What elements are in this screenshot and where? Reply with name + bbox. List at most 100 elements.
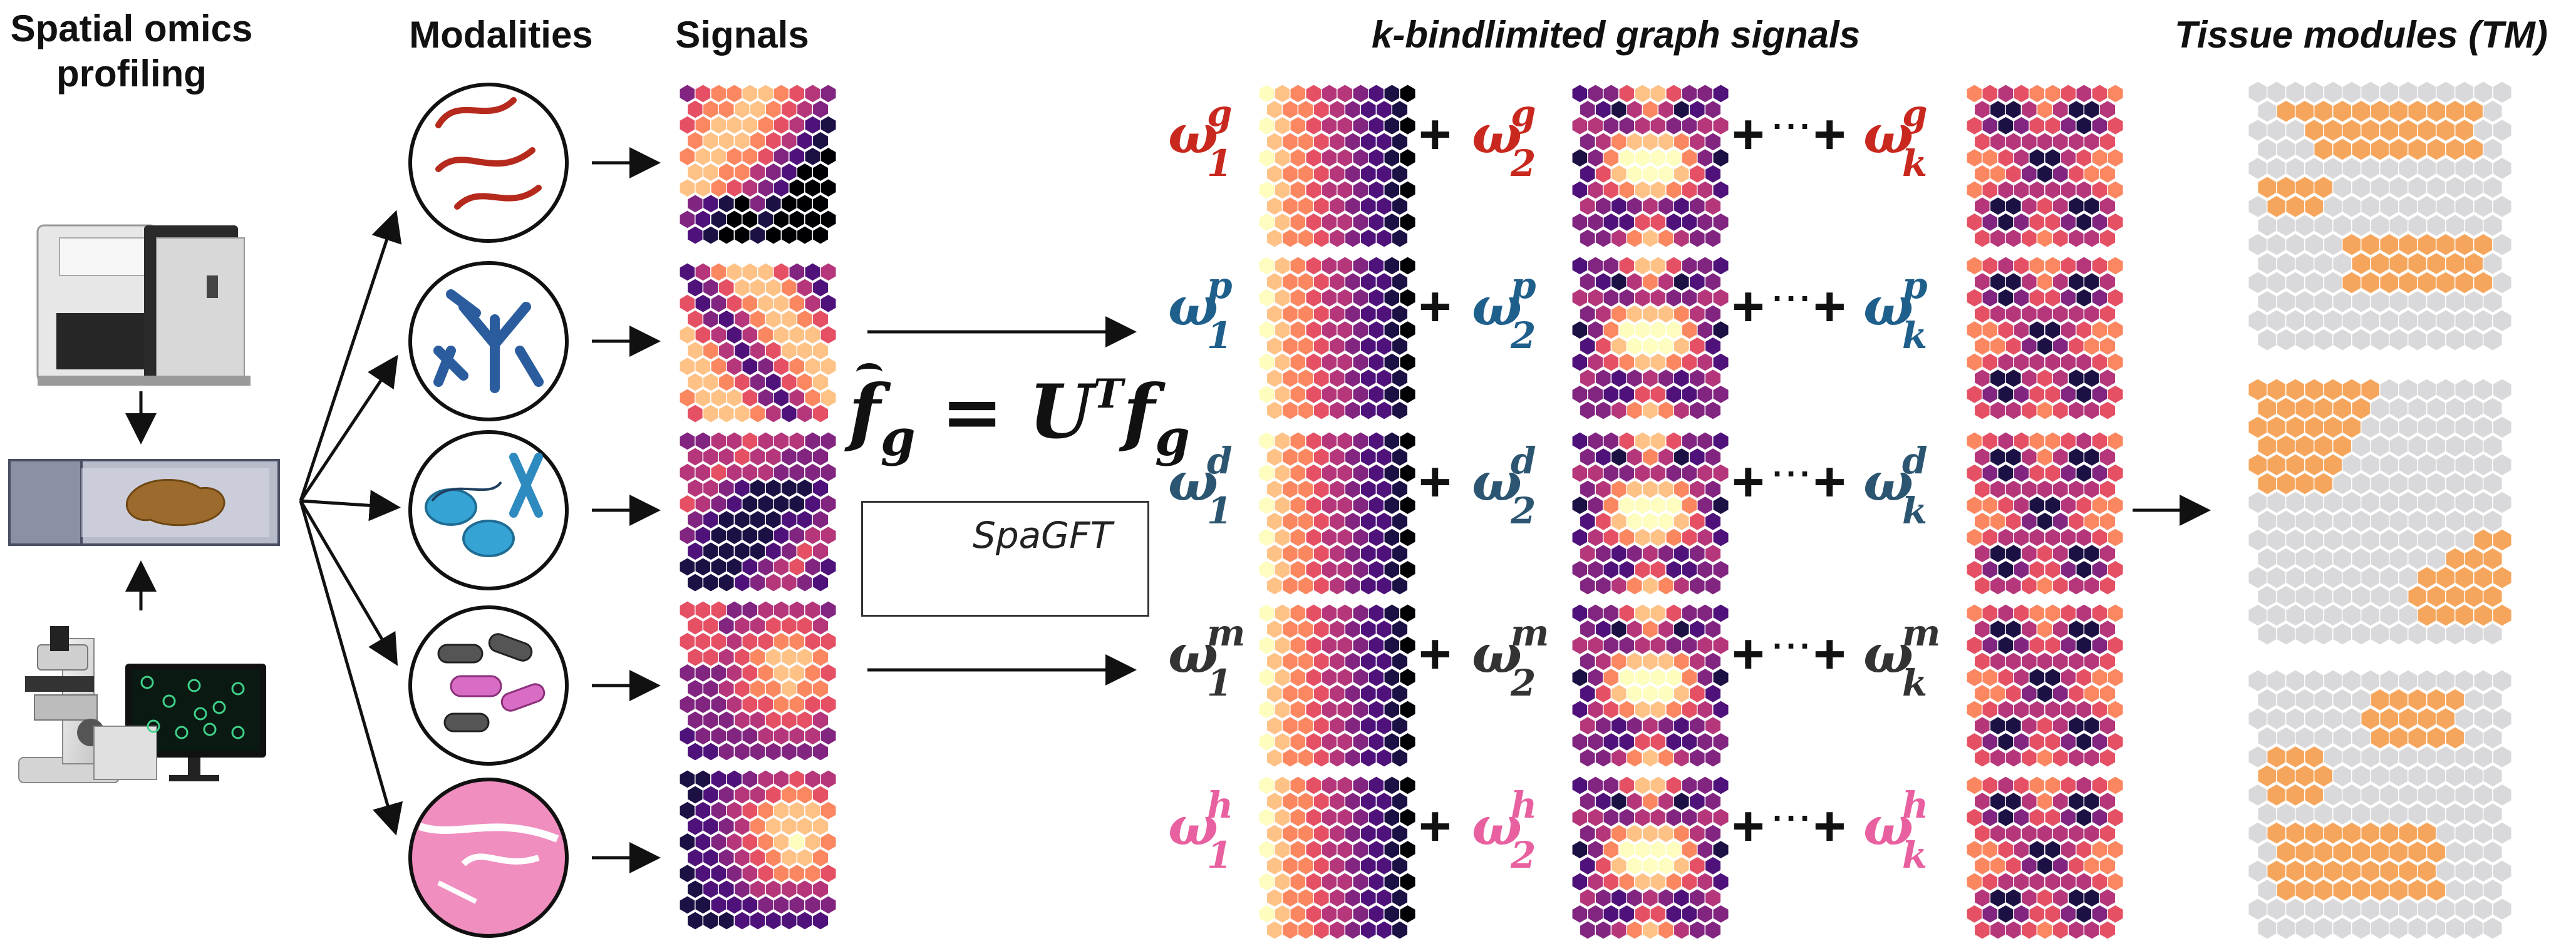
signal-hex — [757, 726, 775, 746]
tm-hex — [2398, 309, 2419, 332]
basis-2-hex — [1603, 871, 1620, 892]
signal-hex — [765, 446, 782, 467]
tm-hex — [2304, 453, 2325, 476]
basis-2-hex — [1657, 684, 1675, 704]
tm-hex — [2313, 802, 2334, 826]
basis-k-hex — [2005, 479, 2022, 500]
basis-1-hex — [1266, 543, 1283, 563]
signal-hex — [679, 769, 696, 789]
basis-1-hex — [1399, 116, 1417, 136]
basis-k-hex — [1989, 447, 2007, 467]
tm-hex — [2435, 233, 2456, 257]
basis-1-hex — [1290, 603, 1307, 624]
basis-k-hex — [1989, 684, 2007, 704]
signal-hex — [757, 115, 775, 135]
tm-hex — [2275, 764, 2297, 788]
basis-2-hex — [1681, 775, 1699, 796]
tm-hex — [2341, 707, 2362, 731]
tm-hex — [2304, 195, 2325, 218]
basis-k-hex — [2091, 463, 2109, 483]
tm-hex — [2351, 434, 2372, 458]
tm-hex — [2416, 897, 2438, 921]
signal-hex — [733, 193, 751, 213]
basis-1-hex — [1313, 196, 1330, 216]
tm-hex — [2398, 528, 2419, 552]
tm-hex — [2444, 764, 2466, 788]
basis-1-hex — [1352, 603, 1370, 624]
basis-1-hex — [1384, 732, 1401, 752]
signal-hex — [812, 572, 829, 593]
signal-hex — [742, 209, 759, 230]
omega-subscript: 2 — [1511, 314, 1536, 357]
basis-k-hex — [2060, 148, 2077, 168]
basis-2-hex — [1634, 732, 1652, 752]
tm-hex — [2285, 233, 2306, 257]
basis-1-hex — [1258, 603, 1276, 624]
basis-k-hex — [2060, 255, 2077, 276]
basis-2-hex — [1610, 823, 1628, 844]
tm-hex — [2473, 859, 2494, 883]
basis-2-hex — [1712, 560, 1730, 580]
signal-hex — [820, 325, 837, 345]
tm-hex — [2454, 783, 2475, 807]
basis-2-hex — [1610, 368, 1628, 388]
signal-hex — [812, 277, 829, 298]
omega-subscript: 2 — [1511, 142, 1536, 185]
basis-1-hex — [1266, 791, 1283, 811]
tm-hex — [2294, 328, 2315, 352]
basis-k-hex — [2036, 684, 2054, 704]
basis-2-hex — [1579, 228, 1596, 249]
basis-k-hex — [1997, 255, 2015, 276]
signal-hex — [773, 726, 790, 746]
signal-hex — [796, 510, 814, 530]
basis-2-hex — [1712, 352, 1730, 373]
basis-1-hex — [1352, 871, 1370, 892]
basis-1-hex — [1313, 164, 1330, 184]
basis-k-hex — [1966, 83, 1984, 104]
basis-k-hex — [2107, 667, 2124, 687]
basis-2-hex — [1595, 304, 1612, 324]
basis-k-hex — [2099, 684, 2116, 704]
tm-hex — [2482, 547, 2503, 571]
tm-hex — [2435, 157, 2456, 180]
basis-k-hex — [1989, 304, 2007, 324]
basis-1-hex — [1368, 840, 1385, 860]
basis-2-hex — [1603, 904, 1620, 924]
signal-hex — [718, 478, 735, 498]
basis-k-hex — [2091, 212, 2109, 232]
signal-hex — [804, 178, 822, 198]
tm-hex — [2247, 490, 2268, 515]
basis-1-hex — [1290, 83, 1307, 104]
basis-2-hex — [1681, 320, 1699, 340]
basis-2-hex — [1618, 83, 1636, 104]
signal-hex — [686, 879, 704, 899]
tm-hex — [2247, 233, 2268, 257]
basis-2-hex — [1642, 479, 1659, 500]
basis-k-hex — [2052, 511, 2069, 532]
basis-k-hex — [2044, 463, 2062, 483]
basis-1-hex — [1399, 560, 1417, 580]
basis-2-hex — [1571, 635, 1589, 655]
tm-hex — [2388, 764, 2409, 788]
basis-1-hex — [1297, 228, 1315, 249]
basis-2-hex — [1610, 748, 1628, 768]
tm-hex — [2491, 604, 2513, 627]
basis-1-hex — [1399, 320, 1417, 340]
signal-hex — [773, 262, 790, 282]
basis-2-hex — [1571, 871, 1589, 892]
tm-hex — [2369, 802, 2391, 826]
basis-1-hex — [1328, 272, 1346, 292]
tm-hex — [2444, 328, 2466, 352]
basis-1-hex — [1266, 619, 1283, 639]
basis-1-hex — [1321, 384, 1338, 404]
signal-hex — [757, 178, 775, 198]
basis-1-hex — [1258, 148, 1276, 168]
basis-1-hex — [1328, 748, 1346, 768]
signal-hex — [679, 325, 696, 345]
basis-1-hex — [1258, 904, 1276, 924]
basis-k-hex — [2107, 560, 2124, 580]
signal-hex — [804, 431, 822, 451]
tm-hex — [2463, 252, 2485, 275]
tm-hex — [2322, 378, 2344, 401]
basis-1-hex — [1321, 320, 1338, 340]
